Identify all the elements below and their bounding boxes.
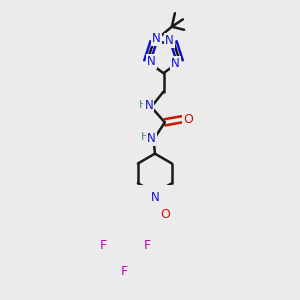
Text: N: N bbox=[165, 34, 174, 47]
Text: O: O bbox=[160, 208, 170, 221]
Text: N: N bbox=[151, 191, 159, 204]
Text: N: N bbox=[171, 57, 180, 70]
Text: F: F bbox=[100, 239, 107, 252]
Text: O: O bbox=[183, 113, 193, 126]
Text: H: H bbox=[138, 100, 147, 110]
Text: N: N bbox=[152, 32, 161, 46]
Text: F: F bbox=[121, 265, 128, 278]
Text: F: F bbox=[143, 239, 151, 252]
Text: N: N bbox=[147, 55, 156, 68]
Text: N: N bbox=[147, 132, 156, 145]
Text: H: H bbox=[141, 132, 149, 142]
Text: N: N bbox=[144, 99, 153, 112]
